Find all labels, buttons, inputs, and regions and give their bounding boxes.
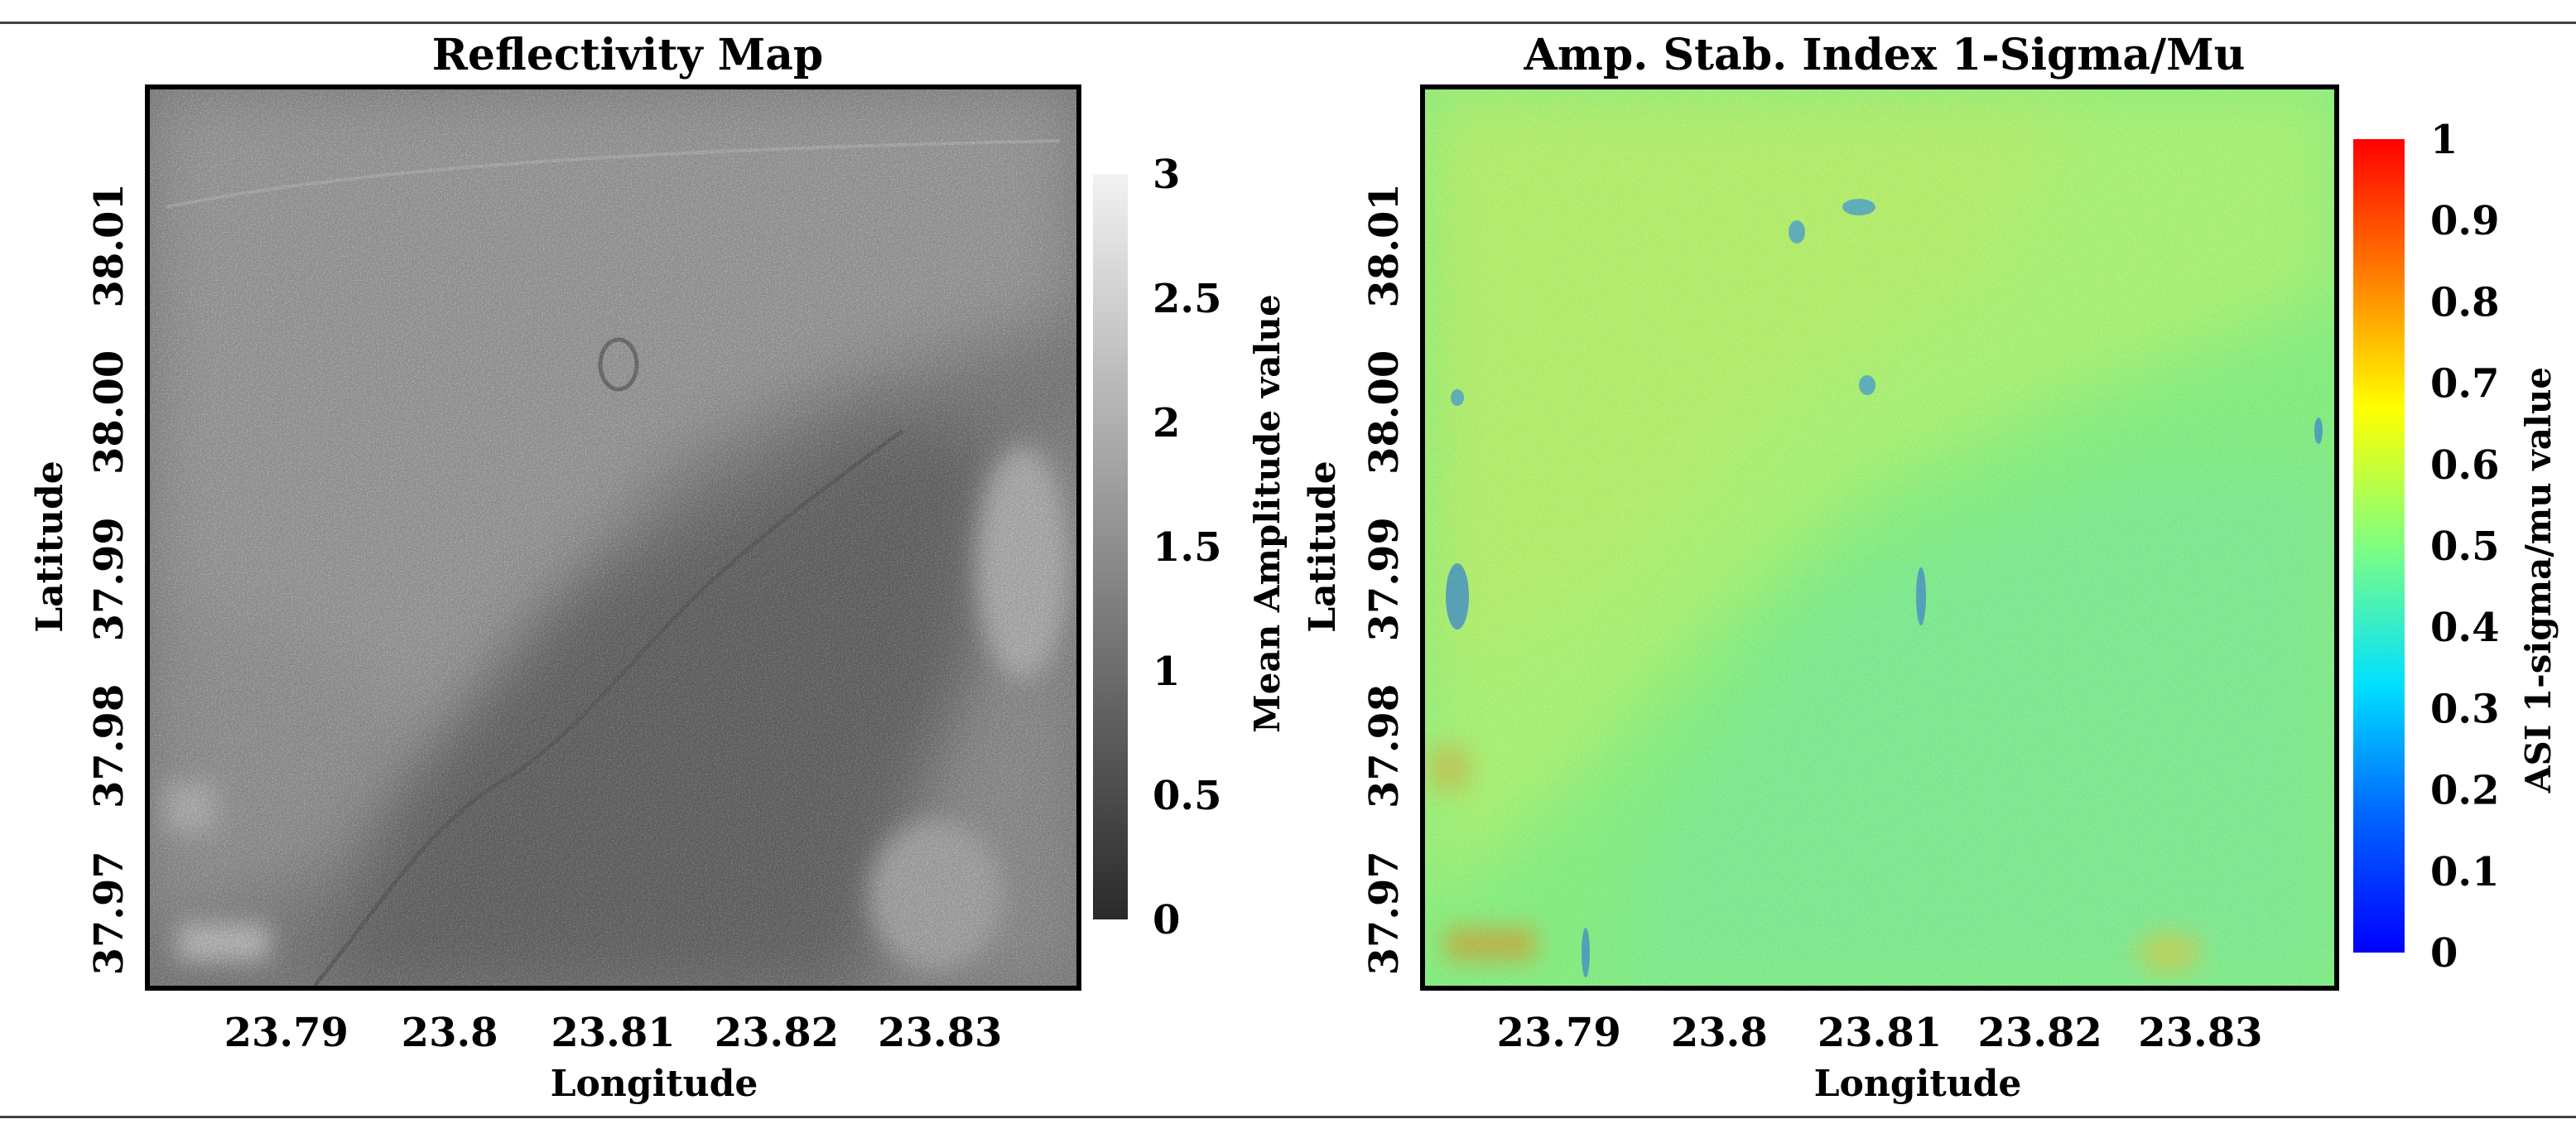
colorbar-tick-label: 0.8: [2430, 279, 2500, 326]
y-tick-label: 37.97: [1361, 851, 1408, 975]
x-axis: 23.79 23.8 23.81 23.82 23.83: [1496, 1010, 2262, 1056]
x-axis: 23.79 23.8 23.81 23.82 23.83: [224, 1010, 1003, 1056]
colorbar-gradient: [1093, 174, 1128, 919]
chart-title: Reflectivity Map: [432, 30, 824, 80]
plot-frame: [145, 84, 1081, 991]
colorbar-gradient: [2353, 139, 2405, 953]
x-tick-label: 23.82: [715, 1010, 839, 1056]
colorbar-tick-label: 0.9: [2430, 198, 2500, 244]
colorbar-ticks: 1 0.9 0.8 0.7 0.6 0.5 0.4 0.3 0.2 0.1 0: [2430, 117, 2500, 977]
plot-frame: [1420, 84, 2339, 991]
y-tick-label: 37.97: [86, 851, 132, 975]
x-tick-label: 23.82: [1978, 1010, 2102, 1056]
chart-title: Amp. Stab. Index 1-Sigma/Mu: [1524, 30, 2246, 80]
y-tick-label: 38.01: [1361, 183, 1408, 307]
x-tick-label: 23.81: [551, 1010, 675, 1056]
y-tick-label: 38.01: [86, 183, 132, 307]
colorbar-tick-label: 1.5: [1153, 524, 1222, 571]
colorbar-tick-label: 1: [1153, 649, 1180, 695]
asi-image: [1423, 87, 2337, 988]
bottom-rule: [0, 1116, 2576, 1118]
y-axis-label: Latitude: [1302, 461, 1344, 633]
reflectivity-map-panel: Reflectivity Map: [29, 30, 1288, 1105]
y-tick-label: 37.99: [86, 517, 132, 641]
colorbar: 1 0.9 0.8 0.7 0.6 0.5 0.4 0.3 0.2 0.1 0 ASI 1-sigm…: [2353, 117, 2559, 977]
x-axis-label: Longitude: [551, 1063, 758, 1105]
y-axis: 38.01 38.00 37.99 37.98 37.97: [86, 183, 132, 975]
x-axis-label: Longitude: [1814, 1063, 2022, 1105]
colorbar-ticks: 3 2.5 2 1.5 1 0.5 0: [1153, 152, 1222, 943]
colorbar-tick-label: 3: [1153, 152, 1180, 198]
reflectivity-image: [147, 87, 1079, 988]
x-tick-label: 23.79: [1496, 1010, 1620, 1056]
y-tick-label: 38.00: [86, 350, 132, 475]
y-tick-label: 37.98: [1361, 684, 1408, 808]
top-rule: [0, 22, 2576, 24]
colorbar-tick-label: 0: [2430, 930, 2458, 977]
x-tick-label: 23.83: [2138, 1010, 2262, 1056]
colorbar-tick-label: 0.1: [2430, 849, 2500, 895]
colorbar-label: ASI 1-sigma/mu value: [2518, 367, 2559, 794]
colorbar: 3 2.5 2 1.5 1 0.5 0 Mean Amplitude value: [1093, 152, 1288, 943]
x-tick-label: 23.8: [1671, 1010, 1768, 1056]
colorbar-tick-label: 0.4: [2430, 605, 2500, 651]
x-tick-label: 23.79: [224, 1010, 349, 1056]
colorbar-tick-label: 2.5: [1153, 276, 1222, 322]
colorbar-tick-label: 0.7: [2430, 361, 2500, 408]
colorbar-tick-label: 1: [2430, 117, 2458, 163]
y-axis-label: Latitude: [29, 461, 71, 633]
colorbar-tick-label: 0.2: [2430, 768, 2500, 814]
colorbar-tick-label: 2: [1153, 400, 1180, 446]
x-tick-label: 23.8: [402, 1010, 498, 1056]
y-tick-label: 38.00: [1361, 350, 1408, 475]
colorbar-tick-label: 0.5: [2430, 523, 2500, 570]
x-tick-label: 23.83: [878, 1010, 1002, 1056]
y-tick-label: 37.98: [86, 684, 132, 808]
amplitude-stability-panel: Amp. Stab. Index 1-Sigma/Mu: [1302, 30, 2559, 1105]
colorbar-tick-label: 0.3: [2430, 686, 2500, 732]
colorbar-tick-label: 0.6: [2430, 442, 2500, 489]
colorbar-tick-label: 0: [1153, 897, 1180, 943]
y-tick-label: 37.99: [1361, 517, 1408, 641]
colorbar-tick-label: 0.5: [1153, 773, 1222, 819]
colorbar-label: Mean Amplitude value: [1247, 294, 1288, 732]
x-tick-label: 23.81: [1818, 1010, 1942, 1056]
y-axis: 38.01 38.00 37.99 37.98 37.97: [1361, 183, 1408, 975]
